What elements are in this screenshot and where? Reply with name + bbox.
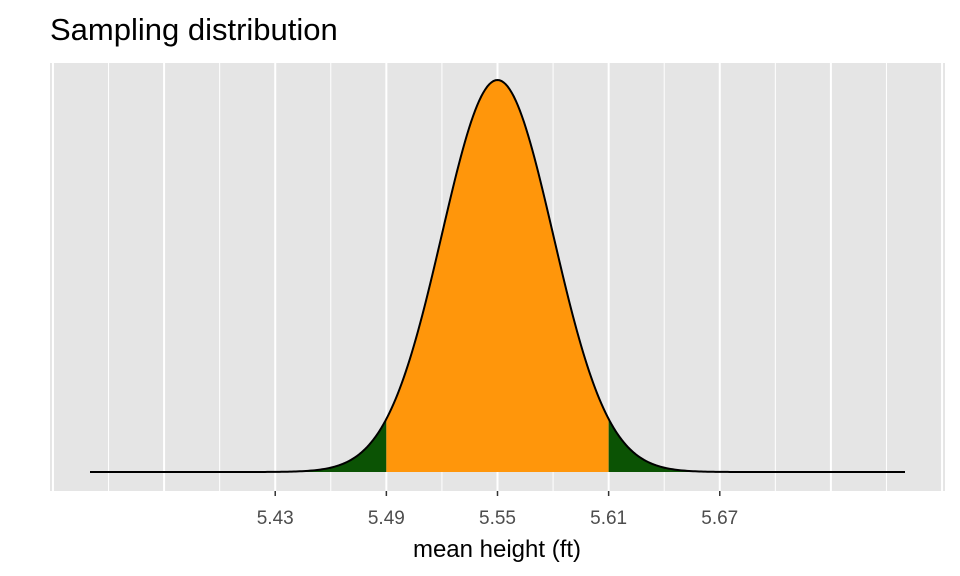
region-3 — [386, 80, 609, 472]
x-tick-label: 5.67 — [701, 508, 738, 529]
x-axis-ticks: 5.43 5.49 5.55 5.61 5.67 — [257, 491, 738, 529]
x-tick-label: 5.61 — [590, 508, 627, 529]
minor-gridlines — [108, 63, 887, 491]
x-axis-title: mean height (ft) — [413, 536, 581, 563]
density-curve — [90, 78, 905, 473]
x-tick-label: 5.43 — [257, 508, 294, 529]
region-2 — [275, 418, 387, 472]
x-tick-label: 5.49 — [368, 508, 405, 529]
chart-title: Sampling distribution — [50, 12, 338, 47]
major-gridlines — [51, 63, 944, 491]
x-tick-label: 5.55 — [479, 508, 516, 529]
region-4 — [608, 418, 720, 472]
